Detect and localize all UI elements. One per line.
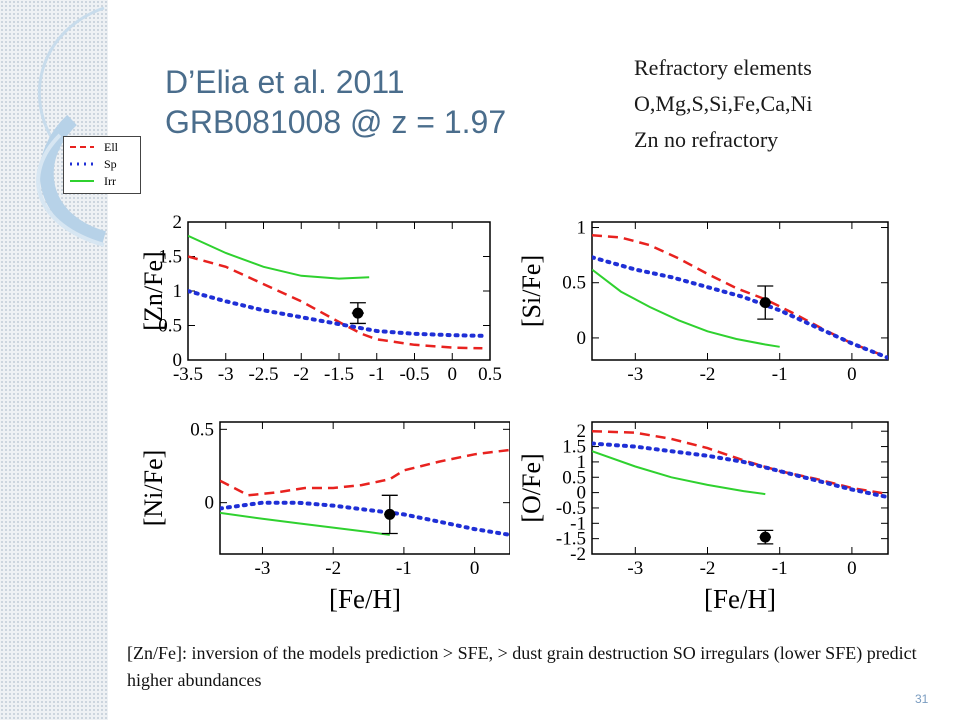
series-line-irr [592, 268, 780, 348]
y-tick-label: 1.5 [562, 437, 586, 458]
observation-point [384, 508, 396, 520]
x-tick-label: -2 [700, 364, 716, 385]
series-line-irr [220, 511, 390, 536]
x-tick-label: 0 [847, 364, 857, 385]
title-line-1: D’Elia et al. 2011 [165, 64, 405, 100]
plot-frame [591, 421, 889, 555]
legend-label-irr: Irr [104, 174, 116, 188]
note-element-list: O,Mg,S,Si,Fe,Ca,Ni [634, 91, 813, 116]
legend-label-ell: Ell [104, 140, 119, 154]
x-axis-label: [Fe/H] [704, 584, 776, 614]
series-line-ell [592, 429, 888, 496]
legend-label-sp: Sp [104, 157, 117, 171]
y-tick-label: 1.5 [158, 247, 182, 268]
x-tick-label: -3.5 [173, 364, 203, 385]
x-tick-label: -3 [218, 364, 234, 385]
y-tick-label: 0.5 [158, 316, 182, 337]
series-line-sp [220, 500, 510, 537]
x-tick-label: 0 [448, 364, 458, 385]
y-tick-label: -2 [570, 544, 586, 565]
chart-zn-fe: -3.5 -3 -2.5 -2 -1.5 -1 -0.5 0 0.5 0 0.5 1 1.5 2[Zn/F… [140, 212, 502, 385]
y-axis-label: [Zn/Fe] [140, 251, 168, 330]
chart-legend: Ell Sp Irr [63, 136, 141, 194]
x-tick-label: -1.5 [324, 364, 354, 385]
x-tick-label: -1 [396, 558, 412, 579]
title-line-2: GRB081008 @ z = 1.97 [165, 104, 507, 140]
x-tick-label: -2 [293, 364, 309, 385]
x-tick-label: -2 [700, 558, 716, 579]
x-tick-label: -3 [627, 364, 643, 385]
x-tick-label: -1 [772, 558, 788, 579]
legend-swatches: Ell Sp Irr [70, 140, 119, 188]
x-tick-label: -2 [325, 558, 341, 579]
x-tick-label: 0 [470, 558, 480, 579]
chart-si-fe: -3 -2 -1 0 0 0.5 1 [Si/Fe] [517, 218, 889, 385]
note-zn: Zn no refractory [634, 127, 779, 152]
series-line-ell [592, 233, 882, 356]
chart-ni-fe: -3 -2 -1 0 0 0.5 [Ni/Fe] [Fe/H] [140, 419, 510, 614]
y-tick-label: 1 [577, 218, 587, 239]
y-tick-label: 0 [173, 350, 183, 371]
notes-block: Refractory elements O,Mg,S,Si,Fe,Ca,Ni Z… [634, 50, 812, 158]
series-line-ell [220, 448, 510, 497]
y-tick-label: -0.5 [556, 498, 586, 519]
series-line-sp [592, 255, 888, 360]
page-number: 31 [915, 692, 929, 706]
decorative-dot-strip [0, 0, 108, 720]
x-tick-label: 0.5 [478, 364, 502, 385]
y-tick-label: -1 [570, 513, 586, 534]
y-tick-label: 0 [577, 328, 587, 349]
observation-point [759, 297, 771, 309]
series-line-ell [188, 255, 483, 350]
y-tick-label: 0.5 [562, 273, 586, 294]
y-tick-label: 0.5 [562, 467, 586, 488]
series-line-irr [592, 450, 766, 496]
y-axis-label: [Si/Fe] [517, 255, 546, 327]
observation-point [759, 531, 771, 543]
x-tick-label: -2.5 [248, 364, 278, 385]
y-axis-label: [O/Fe] [517, 453, 546, 522]
plot-frame [219, 421, 510, 555]
x-axis-label: [Fe/H] [329, 584, 401, 614]
y-tick-label: 0 [205, 493, 215, 514]
slide-title: D’Elia et al. 2011 GRB081008 @ z = 1.97 [165, 62, 506, 142]
observation-point [352, 307, 364, 319]
chart-o-fe: -3 -2 -1 0-2-1.5-1-0.500.511.52[O/Fe][Fe/H] [517, 421, 889, 614]
y-tick-label: 2 [173, 212, 183, 233]
series-line-irr [188, 234, 370, 280]
y-tick-label: 1 [577, 452, 587, 473]
x-tick-label: -3 [255, 558, 271, 579]
note-refractory-elements: Refractory elements [634, 55, 812, 80]
y-axis-label: [Ni/Fe] [140, 450, 168, 527]
x-tick-label: -0.5 [399, 364, 429, 385]
x-tick-label: -3 [627, 558, 643, 579]
x-tick-label: -1 [369, 364, 385, 385]
series-line-sp [188, 289, 485, 338]
slide-caption: [Zn/Fe]: inversion of the models predict… [127, 643, 917, 690]
x-tick-label: 0 [847, 558, 857, 579]
plot-frame [187, 221, 491, 361]
y-tick-label: 0.5 [190, 419, 214, 440]
y-tick-label: 0 [577, 483, 587, 504]
y-tick-label: -1.5 [556, 529, 586, 550]
decorative-arcs [36, 6, 107, 247]
y-tick-label: 1 [173, 281, 183, 302]
x-tick-label: -1 [772, 364, 788, 385]
series-line-sp [592, 441, 888, 500]
y-tick-label: 2 [577, 421, 587, 442]
